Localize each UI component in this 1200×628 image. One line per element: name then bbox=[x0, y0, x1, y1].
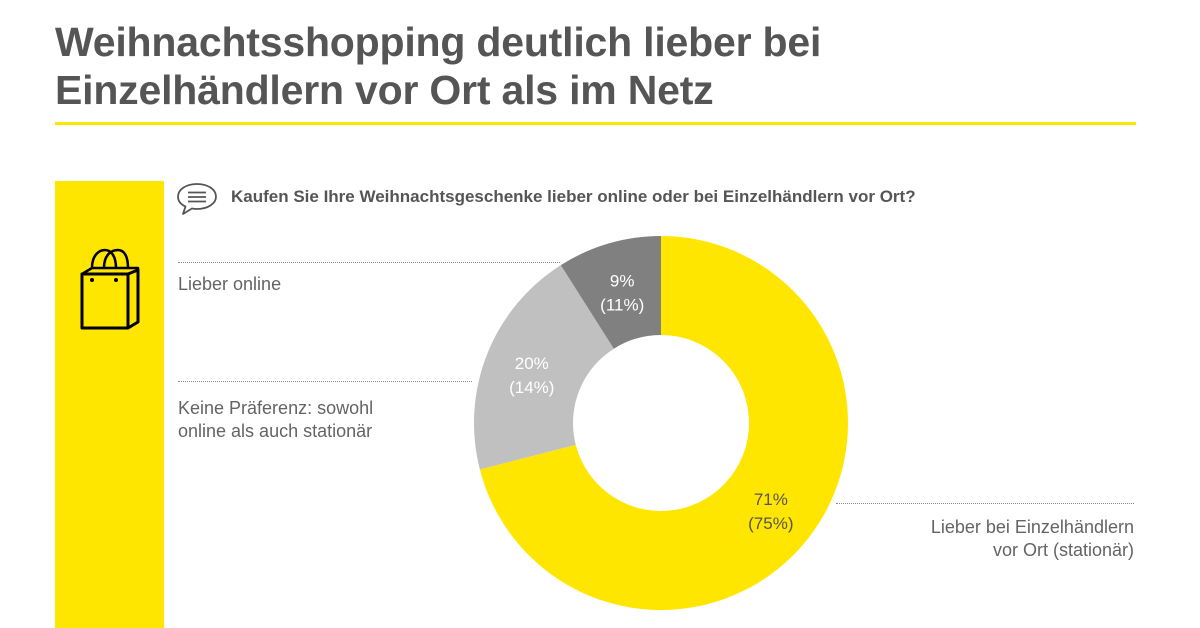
donut-slices bbox=[474, 236, 848, 610]
category-label-online: Lieber online bbox=[178, 273, 281, 296]
category-label-no-preference-line-2: online als auch stationär bbox=[178, 421, 373, 441]
donut-slice-no_preference bbox=[474, 265, 614, 470]
category-label-no-preference-line-1: Keine Präferenz: sowohl bbox=[178, 398, 374, 418]
previous-value-label-stationary: (75%) bbox=[748, 514, 793, 533]
speech-bubble-icon bbox=[177, 183, 217, 215]
category-label-stationary-line-2: vor Ort (stationär) bbox=[992, 540, 1134, 560]
category-label-no-preference: Keine Präferenz: sowohl online als auch … bbox=[178, 397, 373, 443]
page-title-line-2: Einzelhändlern vor Ort als im Netz bbox=[55, 67, 714, 113]
value-label-online: 9% bbox=[610, 272, 635, 291]
shopping-bag-icon bbox=[80, 248, 140, 330]
category-label-online-line-1: Lieber online bbox=[178, 274, 282, 294]
value-label-stationary: 71% bbox=[754, 490, 788, 509]
donut-slice-online bbox=[560, 236, 661, 349]
donut-value-labels: 71% (75%) 20% (14%) 9% (11%) bbox=[509, 272, 793, 534]
previous-value-label-no_preference: (14%) bbox=[509, 378, 554, 397]
survey-question: Kaufen Sie Ihre Weihnachtsgeschenke lieb… bbox=[231, 187, 916, 206]
leader-line-stationary bbox=[836, 503, 1134, 504]
page-title: Weihnachtsshopping deutlich lieber bei E… bbox=[55, 18, 1145, 114]
value-label-no_preference: 20% bbox=[515, 354, 549, 373]
leader-line-online bbox=[178, 262, 560, 263]
page-title-line-1: Weihnachtsshopping deutlich lieber bei bbox=[55, 19, 822, 65]
donut-slice-stationary bbox=[479, 236, 848, 610]
side-accent-bar bbox=[55, 181, 164, 628]
category-label-stationary: Lieber bei Einzelhändlern vor Ort (stati… bbox=[931, 516, 1134, 562]
title-underline bbox=[55, 122, 1136, 125]
category-label-stationary-line-1: Lieber bei Einzelhändlern bbox=[930, 517, 1134, 537]
previous-value-label-online: (11%) bbox=[600, 296, 644, 315]
leader-line-no-preference bbox=[178, 381, 472, 382]
